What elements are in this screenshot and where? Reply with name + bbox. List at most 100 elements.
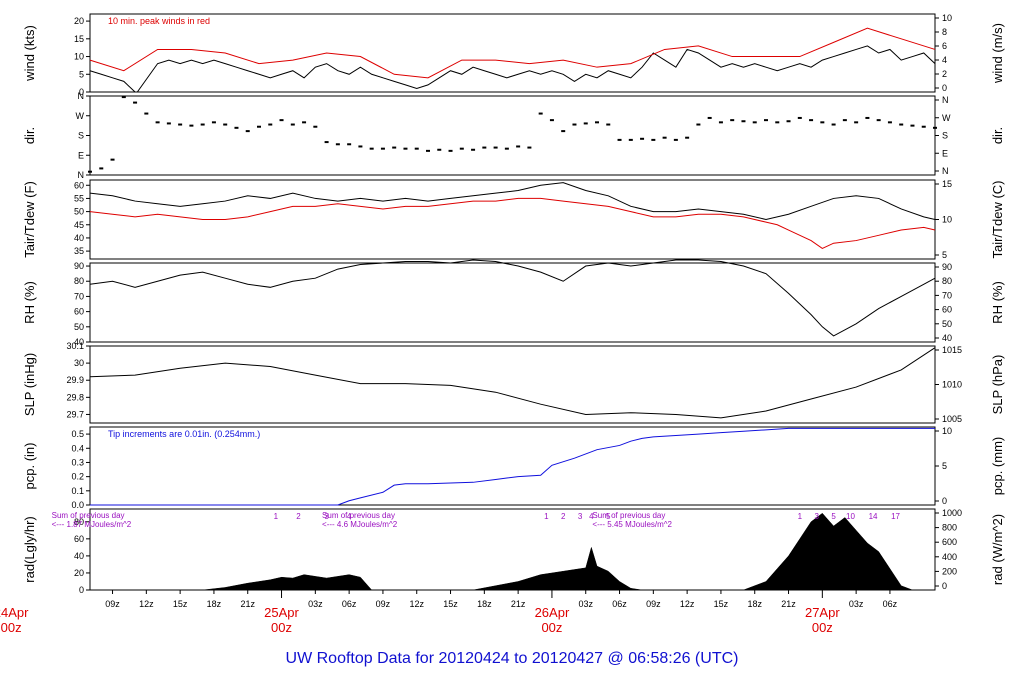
xtick-label: 12z (139, 599, 154, 609)
data-point-dir (426, 149, 430, 152)
ytick-label-rh: 60 (74, 307, 84, 317)
right-tick-label-wind: 4 (942, 55, 947, 65)
ytick-label-temp: 55 (74, 193, 84, 203)
ytick-label-slp: 30.1 (66, 341, 84, 351)
data-point-dir (617, 138, 622, 141)
data-point-dir (842, 119, 847, 122)
ytick-label-dir: W (76, 111, 85, 121)
xtick-label: 18z (207, 599, 222, 609)
data-point-dir (448, 149, 453, 152)
data-point-dir (189, 124, 194, 127)
rad-hour-label: 3 (578, 512, 583, 521)
data-point-dir (854, 121, 859, 124)
ylabel-wind: wind (kts) (22, 25, 37, 82)
data-point-dir (166, 122, 171, 125)
rad-hour-label: 2 (561, 512, 566, 521)
data-point-dir (313, 125, 318, 128)
data-point-dir (302, 121, 307, 124)
data-point-dir (493, 146, 498, 149)
data-point-dir (290, 123, 295, 126)
rad-hour-label: 1 (274, 512, 279, 521)
data-point-dir (538, 112, 543, 115)
rad-hour-label: 4 (347, 512, 352, 521)
date-label-hour: 00z (541, 620, 562, 635)
xtick-label: 18z (747, 599, 762, 609)
ytick-label-wind: 10 (74, 52, 84, 62)
xtick-label: 09z (105, 599, 120, 609)
data-point-dir (775, 121, 780, 124)
data-point-dir (504, 147, 509, 150)
data-point-dir (640, 137, 645, 140)
ytick-label-pcp: 0.4 (71, 443, 84, 453)
date-label: 26Apr (535, 605, 570, 620)
xtick-label: 15z (714, 599, 729, 609)
xtick-label: 12z (680, 599, 695, 609)
ylabel-rh: RH (%) (22, 281, 37, 324)
xtick-label: 06z (883, 599, 898, 609)
right-tick-label-rh: 50 (942, 319, 952, 329)
ytick-label-dir: N (78, 170, 85, 180)
ytick-label-wind: 15 (74, 34, 84, 44)
data-point-dir (403, 147, 408, 150)
footer-title: UW Rooftop Data for 20120424 to 20120427… (285, 650, 739, 667)
ytick-label-temp: 45 (74, 220, 84, 230)
xtick-label: 03z (849, 599, 864, 609)
ytick-label-slp: 29.9 (66, 375, 84, 385)
data-point-dir (549, 119, 554, 122)
ylabel-right-wind: wind (m/s) (990, 23, 1005, 84)
right-tick-label-temp: 10 (942, 215, 952, 225)
ytick-label-temp: 35 (74, 246, 84, 256)
area-rad (202, 512, 913, 591)
xtick-label: 15z (443, 599, 458, 609)
xtick-label: 06z (342, 599, 357, 609)
ylabel-right-slp: SLP (hPa) (990, 355, 1005, 415)
ytick-label-rh: 80 (74, 276, 84, 286)
ytick-label-pcp: 0.5 (71, 429, 84, 439)
ylabel-right-temp: Tair/Tdew (C) (990, 180, 1005, 258)
right-tick-label-rad: 800 (942, 523, 957, 533)
rad-day-sum-label: Sum of previous day (322, 511, 395, 520)
data-point-dir (268, 123, 273, 126)
xtick-label: 18z (477, 599, 492, 609)
data-point-dir (257, 125, 261, 128)
data-point-dir (155, 121, 160, 124)
data-point-dir (583, 122, 588, 125)
data-point-dir (662, 136, 667, 139)
data-point-dir (921, 125, 926, 128)
data-point-dir (865, 116, 870, 119)
xtick-label: 21z (511, 599, 526, 609)
data-point-dir (752, 121, 757, 124)
data-point-dir (820, 121, 825, 124)
ytick-label-pcp: 0.2 (71, 472, 84, 482)
xtick-label: 03z (308, 599, 323, 609)
ytick-label-temp: 40 (74, 233, 84, 243)
data-point-dir (200, 123, 205, 126)
ytick-label-dir: N (78, 91, 85, 101)
panel-frame-rh (89, 262, 936, 343)
data-point-dir (786, 120, 791, 123)
data-point-dir (910, 124, 915, 127)
data-point-dir (88, 170, 92, 173)
ylabel-right-dir: dir. (990, 127, 1005, 144)
date-label-hour: 00z (812, 620, 833, 635)
rad-hour-label: 1 (544, 512, 549, 521)
data-point-dir (392, 146, 397, 149)
right-tick-label-dir: N (942, 95, 949, 105)
right-tick-label-rad: 0 (942, 581, 947, 591)
data-point-dir (673, 138, 678, 141)
rad-hour-label: 3 (324, 512, 329, 521)
rad-hour-label: 3 (814, 512, 819, 521)
right-tick-label-dir: N (942, 166, 949, 176)
right-tick-label-rh: 90 (942, 262, 952, 272)
data-point-dir (797, 116, 802, 119)
ytick-label-wind: 0 (79, 87, 84, 97)
rad-hour-label: 1 (798, 512, 803, 521)
xtick-label: 03z (578, 599, 593, 609)
series-line-wind-1 (89, 27, 936, 79)
data-point-dir (234, 126, 239, 129)
rad-hour-label: 5 (606, 512, 611, 521)
data-point-dir (369, 147, 374, 150)
ytick-label-temp: 60 (74, 180, 84, 190)
rad-day-sum-label: Sum of previous day (52, 511, 125, 520)
